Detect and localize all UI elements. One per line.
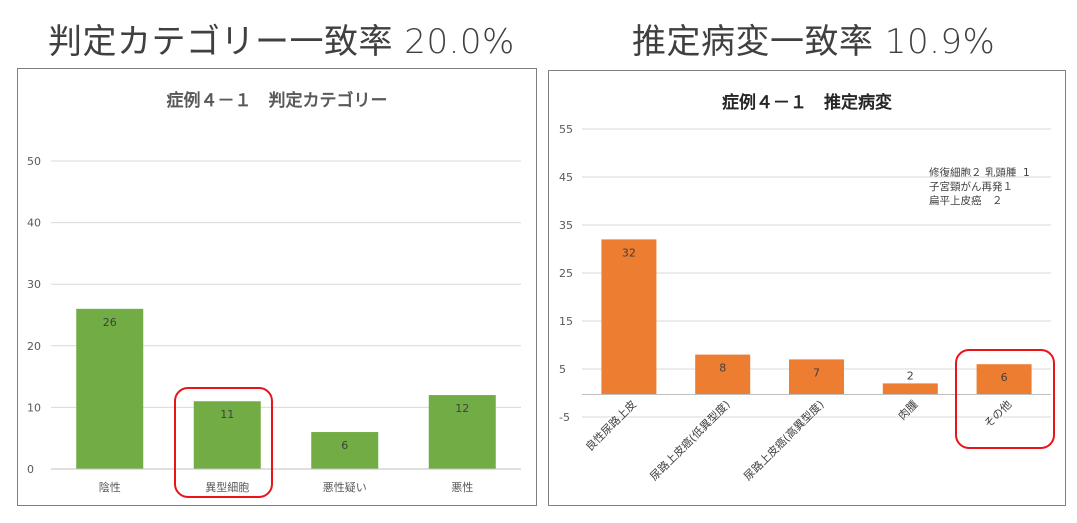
data-label: 2 <box>907 369 914 382</box>
headline-left: 判定カテゴリー一致率 20.0% <box>48 22 515 62</box>
data-label: 7 <box>813 366 820 379</box>
chart-panel-right: 症例４－１ 推定病変 修復細胞２ 乳頭腫 1 子宮頸がん再発１ 扁平上皮癌 ２ … <box>548 70 1066 506</box>
y-tick-label: 25 <box>559 267 573 280</box>
chart-panel-left: 症例４－１ 判定カテゴリー 0 10 20 30 40 50 26 陰性 11 異型細胞 6 悪性疑い… <box>17 68 537 506</box>
chart-title-right: 症例４－１ 推定病変 <box>722 93 892 113</box>
bar <box>789 359 844 395</box>
bar <box>976 364 1032 395</box>
chart-annotation: 修復細胞２ 乳頭腫 1 子宮頸がん再発１ 扁平上皮癌 ２ <box>929 167 1030 207</box>
category-label: 異型細胞 <box>205 480 249 494</box>
y-tick-label: 35 <box>559 219 573 232</box>
data-label: 26 <box>103 316 117 329</box>
data-label: 12 <box>455 402 469 415</box>
highlight-circle-right <box>955 349 1055 449</box>
data-label: 6 <box>341 439 348 452</box>
bar <box>428 395 496 469</box>
y-tick-label: 0 <box>27 463 34 476</box>
data-label: 32 <box>622 246 636 259</box>
y-tick-label: 5 <box>559 363 566 376</box>
bar <box>882 383 938 395</box>
y-tick-label: 30 <box>27 278 41 291</box>
highlight-circle-left <box>174 387 273 498</box>
bar <box>601 239 657 395</box>
y-tick-label: 55 <box>559 123 573 136</box>
data-label: 6 <box>1001 371 1008 384</box>
category-label: 尿路上皮癌(高異型度) <box>741 397 827 483</box>
data-label: 11 <box>220 408 234 421</box>
category-label: 悪性 <box>451 480 473 494</box>
bar <box>311 432 379 469</box>
bar <box>76 308 144 469</box>
category-label: 尿路上皮癌(低異型度) <box>647 397 733 483</box>
y-tick-label: 50 <box>27 155 41 168</box>
bar <box>193 401 261 469</box>
y-tick-label: 45 <box>559 171 573 184</box>
category-label: 陰性 <box>99 480 121 494</box>
category-label: 悪性疑い <box>323 480 367 494</box>
category-label: 良性尿路上皮 <box>582 397 639 454</box>
bar-chart-left: 0 10 20 30 40 50 26 陰性 11 異型細胞 6 悪性疑い 12 悪性 <box>27 155 521 494</box>
bar-chart-right: -5 5 15 25 35 45 55 32 良性尿路上皮 8 尿路上皮癌(低異型度) 7 尿路上皮癌(… <box>559 123 1051 483</box>
data-label: 8 <box>719 362 726 375</box>
y-tick-label: 20 <box>27 340 41 353</box>
y-tick-label: 15 <box>559 315 573 328</box>
y-tick-label: 40 <box>27 217 41 230</box>
chart-title-left: 症例４－１ 判定カテゴリー <box>166 91 388 111</box>
y-tick-label: -5 <box>559 411 570 424</box>
bar <box>695 354 751 395</box>
headline-right: 推定病変一致率 10.9% <box>632 22 996 62</box>
y-tick-label: 10 <box>27 401 41 414</box>
category-label: 肉腫 <box>895 397 920 422</box>
